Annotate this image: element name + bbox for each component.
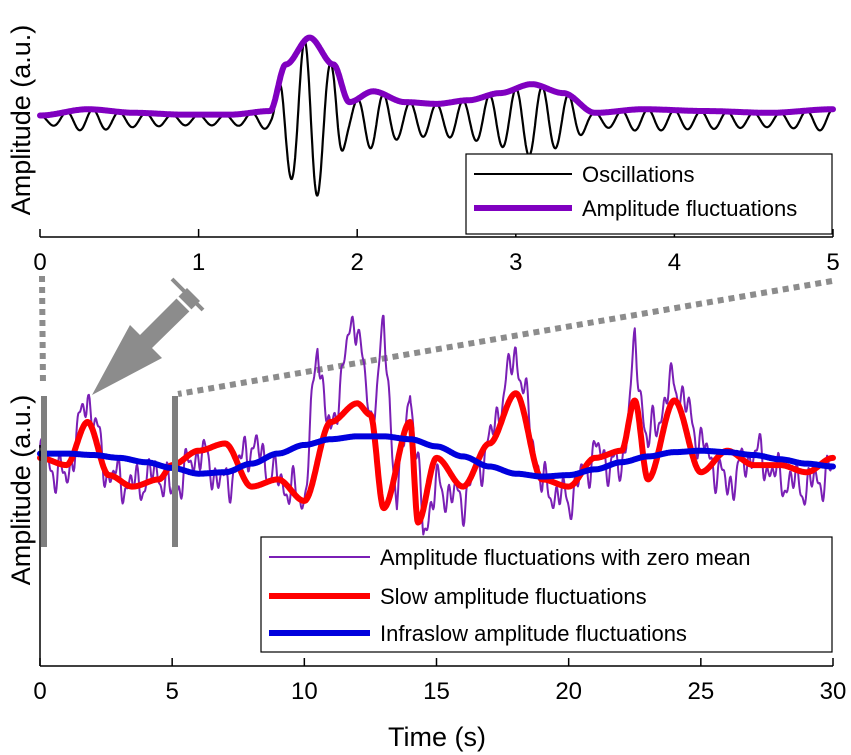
zoom-line-right [177,278,833,397]
x-tick-label: 20 [555,678,582,705]
legend-label-zero-mean: Amplitude fluctuations with zero mean [380,545,751,570]
zoom-connectors [39,275,833,397]
bottom-panel: Amplitude (a.u.) 0 5 10 15 20 25 30 Time (s) A… [6,314,846,752]
x-tick-label: 2 [351,249,364,276]
top-legend-box [465,153,833,235]
bottom-ylabel: Amplitude (a.u.) [6,395,36,586]
bottom-legend: Amplitude fluctuations with zero mean Sl… [260,536,833,653]
x-tick-label: 4 [668,249,681,276]
zoom-line-left [39,275,46,386]
x-tick-label: 3 [509,249,522,276]
x-tick-label: 1 [192,249,205,276]
bottom-xlabel: Time (s) [388,722,486,752]
legend-label-amplitude-fluctuations: Amplitude fluctuations [582,196,797,221]
top-x-ticks: 0 1 2 3 4 5 [33,229,840,276]
x-tick-label: 5 [826,249,839,276]
top-ylabel: Amplitude (a.u.) [6,25,36,216]
legend-label-slow: Slow amplitude fluctuations [380,584,647,609]
x-tick-label: 0 [33,249,46,276]
top-panel: Amplitude (a.u.) 0 1 2 3 4 5 Oscillations Amp… [6,25,840,276]
x-tick-label: 25 [687,678,714,705]
legend-label-infraslow: Infraslow amplitude fluctuations [380,621,687,646]
top-plot-area [37,34,836,197]
legend-label-oscillations: Oscillations [582,162,694,187]
zoom-arrow-icon [92,277,205,395]
x-tick-label: 5 [165,678,178,705]
x-tick-label: 30 [820,678,847,705]
series-line-slow-amplitude-fluctuations [37,390,836,526]
x-tick-label: 15 [423,678,450,705]
top-legend: Oscillations Amplitude fluctuations [465,153,833,235]
x-tick-label: 10 [291,678,318,705]
series-line-amplitude-fluctuations [37,34,836,119]
bottom-x-ticks: 0 5 10 15 20 25 30 [33,658,846,705]
x-tick-label: 0 [33,678,46,705]
